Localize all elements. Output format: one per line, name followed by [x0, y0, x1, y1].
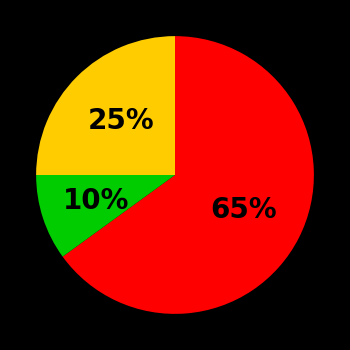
Wedge shape	[36, 36, 175, 175]
Text: 65%: 65%	[210, 196, 276, 224]
Wedge shape	[36, 175, 175, 257]
Text: 10%: 10%	[63, 187, 129, 215]
Text: 25%: 25%	[88, 107, 154, 135]
Wedge shape	[63, 36, 314, 314]
